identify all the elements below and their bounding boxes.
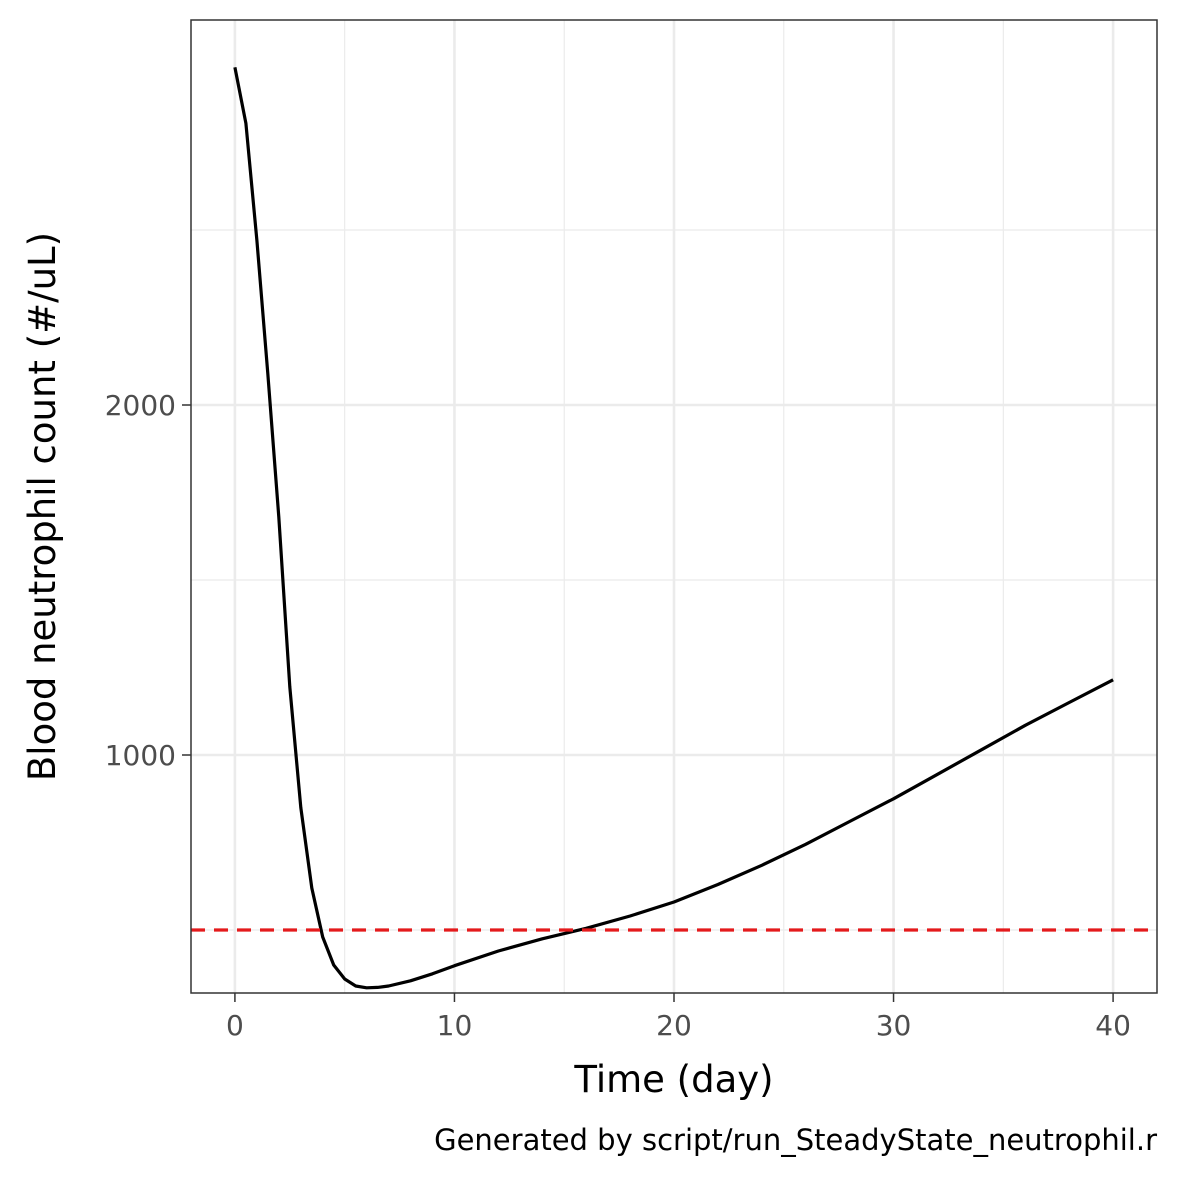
x-tick-label: 30	[876, 1009, 912, 1042]
series-layer	[233, 66, 1114, 990]
axis-ticks	[182, 404, 1114, 1002]
series-line-0	[233, 66, 1114, 990]
major-gridlines	[191, 20, 1157, 993]
y-tick-label: 2000	[105, 389, 176, 422]
x-tick-label: 10	[437, 1009, 473, 1042]
caption: Generated by script/run_SteadyState_neut…	[434, 1123, 1157, 1157]
x-tick-label: 0	[226, 1009, 244, 1042]
x-tick-label: 20	[656, 1009, 692, 1042]
y-axis-title: Blood neutrophil count (#/uL)	[21, 232, 64, 781]
x-axis-title: Time (day)	[573, 1058, 773, 1101]
tick-labels: 0 10 20 30 40 1000 2000	[105, 389, 1131, 1042]
x-tick-label: 40	[1095, 1009, 1131, 1042]
y-tick-label: 1000	[105, 739, 176, 772]
